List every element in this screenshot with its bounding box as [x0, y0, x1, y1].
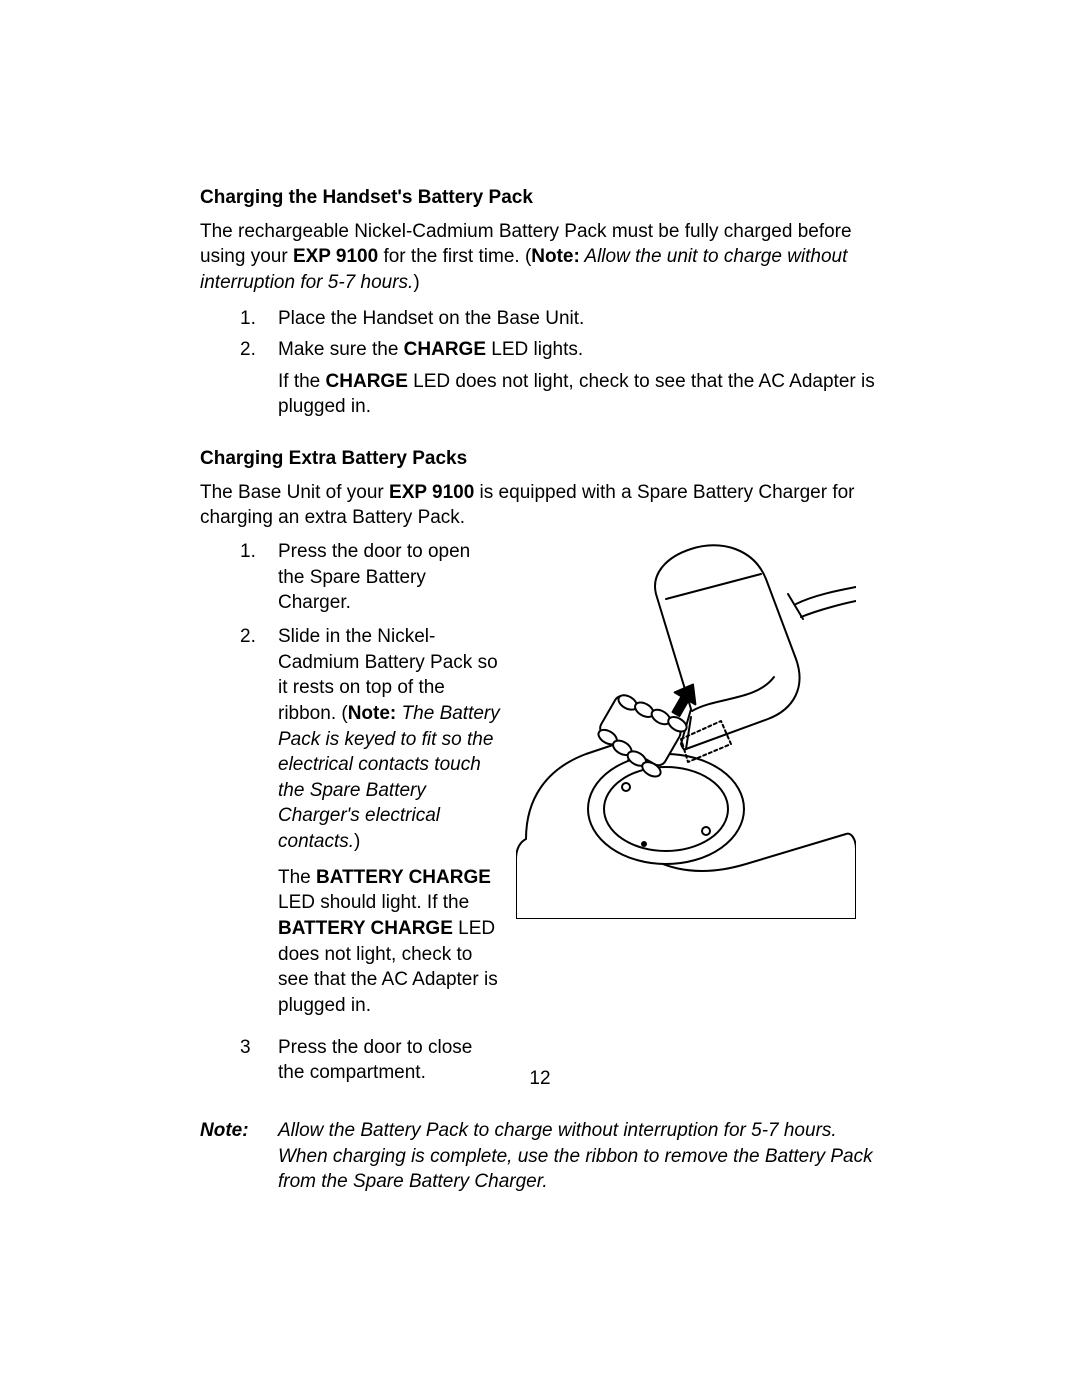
- step-text: Make sure the CHARGE LED lights. If the …: [278, 337, 880, 428]
- step-followup: The BATTERY CHARGE LED should light. If …: [278, 865, 500, 1019]
- step-number: 2.: [240, 624, 260, 1027]
- charge-led-label: CHARGE: [326, 371, 408, 392]
- two-column-layout: 1. Press the door to open the Spare Batt…: [200, 539, 880, 1104]
- text: The: [278, 867, 316, 888]
- section2-intro: The Base Unit of your EXP 9100 is equipp…: [200, 480, 880, 531]
- section2-steps: 1. Press the door to open the Spare Batt…: [200, 539, 500, 1086]
- note-text: The Battery Pack is keyed to fit so the …: [278, 703, 500, 852]
- section1-steps: 1. Place the Handset on the Base Unit. 2…: [200, 306, 880, 429]
- list-item: 1. Place the Handset on the Base Unit.: [240, 306, 880, 332]
- charge-led-label: CHARGE: [404, 339, 486, 360]
- right-column: [516, 539, 880, 1104]
- note-label: Note:: [348, 703, 397, 724]
- battery-charge-led-label: BATTERY CHARGE: [316, 867, 491, 888]
- list-item: 1. Press the door to open the Spare Batt…: [240, 539, 500, 616]
- step-number: 1.: [240, 306, 260, 332]
- section-heading-charging-extra: Charging Extra Battery Packs: [200, 446, 880, 472]
- note-block: Note: Allow the Battery Pack to charge w…: [200, 1118, 880, 1195]
- step-followup: If the CHARGE LED does not light, check …: [278, 369, 880, 420]
- note-label: Note:: [200, 1118, 260, 1195]
- page-number: 12: [0, 1068, 1080, 1090]
- text: ): [354, 831, 360, 852]
- note-label: Note:: [531, 246, 580, 267]
- text: If the: [278, 371, 326, 392]
- document-page: Charging the Handset's Battery Pack The …: [0, 0, 1080, 1397]
- list-item: 2. Slide in the Nickel-Cadmium Battery P…: [240, 624, 500, 1027]
- section-heading-charging-handset: Charging the Handset's Battery Pack: [200, 185, 880, 211]
- list-item: 2. Make sure the CHARGE LED lights. If t…: [240, 337, 880, 428]
- model-name: EXP 9100: [293, 246, 378, 267]
- text: for the first time. (: [378, 246, 531, 267]
- section1-intro: The rechargeable Nickel-Cadmium Battery …: [200, 219, 880, 296]
- step-number: 2.: [240, 337, 260, 428]
- step-number: 1.: [240, 539, 260, 616]
- text: ): [413, 272, 419, 293]
- step-text: Place the Handset on the Base Unit.: [278, 306, 880, 332]
- text: The Base Unit of your: [200, 482, 389, 503]
- left-column: 1. Press the door to open the Spare Batt…: [200, 539, 500, 1104]
- text: Make sure the: [278, 339, 404, 360]
- model-name: EXP 9100: [389, 482, 474, 503]
- spare-battery-charger-figure: [516, 539, 856, 919]
- step-text: Slide in the Nickel-Cadmium Battery Pack…: [278, 624, 500, 1027]
- step-text: Press the door to open the Spare Battery…: [278, 539, 500, 616]
- text: LED lights.: [486, 339, 583, 360]
- battery-charge-led-label: BATTERY CHARGE: [278, 918, 453, 939]
- text: LED should light. If the: [278, 892, 469, 913]
- note-text: Allow the Battery Pack to charge without…: [278, 1118, 880, 1195]
